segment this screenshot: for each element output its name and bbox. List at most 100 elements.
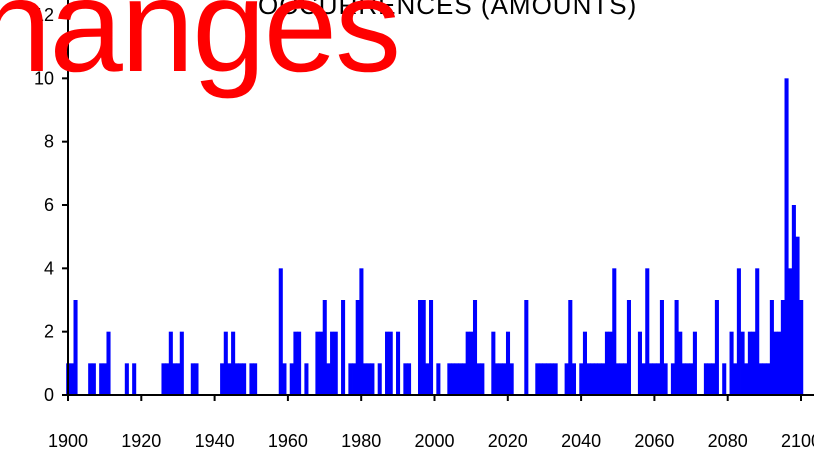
bar: [179, 331, 184, 395]
bar: [711, 363, 716, 395]
x-tick-label: 2040: [561, 431, 601, 449]
bar: [579, 363, 584, 395]
bar: [553, 363, 558, 395]
bar: [546, 363, 551, 395]
x-tick-label: 1940: [195, 431, 235, 449]
bar: [791, 205, 796, 395]
bar: [656, 363, 661, 395]
bar: [692, 331, 697, 395]
bar: [593, 363, 598, 395]
bar: [176, 363, 181, 395]
bar: [388, 331, 393, 395]
y-tick-label: 10: [34, 68, 54, 88]
y-tick-label: 12: [34, 5, 54, 25]
bar: [370, 363, 375, 395]
bar: [612, 268, 617, 395]
bar: [315, 331, 320, 395]
bar: [502, 363, 507, 395]
bar: [425, 363, 430, 395]
bar: [777, 331, 782, 395]
x-tick-label: 2080: [708, 431, 748, 449]
bar: [626, 300, 631, 395]
bar: [124, 363, 129, 395]
bar: [601, 363, 606, 395]
bar: [297, 331, 302, 395]
bar: [69, 363, 74, 395]
bar: [450, 363, 456, 395]
bar: [535, 363, 540, 395]
bar: [289, 363, 294, 395]
bar: [568, 300, 573, 395]
bar: [436, 363, 441, 395]
bar: [476, 363, 481, 395]
bar: [465, 331, 470, 395]
bar: [319, 331, 324, 395]
y-axis-ticks: 0 2 4 6 8 10 12: [34, 5, 68, 405]
bar: [670, 363, 675, 395]
bar: [758, 363, 763, 395]
bar: [363, 363, 368, 395]
bar: [590, 363, 595, 395]
bar: [234, 363, 239, 395]
chart-subtitle-fragment: OCCURRENCES (AMOUNTS): [258, 0, 638, 20]
bar: [619, 363, 624, 395]
x-axis-ticks: 1900 1920 1940 1960 1980 2000 2020 2040 2060 2080…: [48, 395, 814, 449]
bar: [293, 331, 298, 395]
bar: [165, 363, 170, 395]
bar: [447, 363, 452, 395]
bar-series: [66, 78, 804, 395]
bar: [231, 331, 236, 395]
bar: [223, 331, 228, 395]
bar: [608, 331, 613, 395]
bar: [190, 363, 195, 395]
bar: [509, 363, 514, 395]
x-tick-label: 1900: [48, 431, 88, 449]
bar: [333, 331, 338, 395]
bar: [469, 331, 474, 395]
bar: [729, 331, 734, 395]
bar: [220, 363, 225, 395]
bar: [505, 331, 511, 395]
bar: [637, 331, 642, 395]
bar: [253, 363, 258, 395]
y-tick-label: 2: [44, 322, 54, 342]
bar: [714, 300, 719, 395]
bar: [645, 268, 650, 395]
bar: [407, 363, 412, 395]
bar: [678, 331, 683, 395]
bar: [542, 363, 547, 395]
bar: [73, 300, 78, 395]
x-tick-label: 2000: [414, 431, 454, 449]
x-tick-label: 1920: [121, 431, 161, 449]
bar: [766, 363, 771, 395]
bar: [359, 268, 364, 395]
y-tick-label: 8: [44, 132, 54, 152]
bar: [784, 78, 789, 395]
bar: [641, 363, 646, 395]
bar: [91, 363, 96, 395]
bar: [571, 363, 577, 395]
bar: [418, 300, 423, 395]
bar: [132, 363, 137, 395]
bar: [480, 363, 485, 395]
bar: [102, 363, 107, 395]
bar: [472, 300, 478, 395]
bar: [722, 363, 727, 395]
bar: [88, 363, 93, 395]
bar: [538, 363, 544, 395]
bar: [769, 300, 774, 395]
bar: [282, 363, 287, 395]
bar: [744, 363, 749, 395]
overlay-heading-word: hanges: [0, 0, 401, 99]
bar: [106, 331, 111, 395]
bar: [597, 363, 602, 395]
bar: [615, 363, 620, 395]
bar: [494, 363, 500, 395]
y-tick-label: 0: [44, 385, 54, 405]
bar: [461, 363, 467, 395]
bar: [341, 300, 346, 395]
bar: [788, 268, 793, 395]
bar: [498, 363, 503, 395]
x-tick-label: 2060: [634, 431, 674, 449]
bar: [773, 331, 778, 395]
